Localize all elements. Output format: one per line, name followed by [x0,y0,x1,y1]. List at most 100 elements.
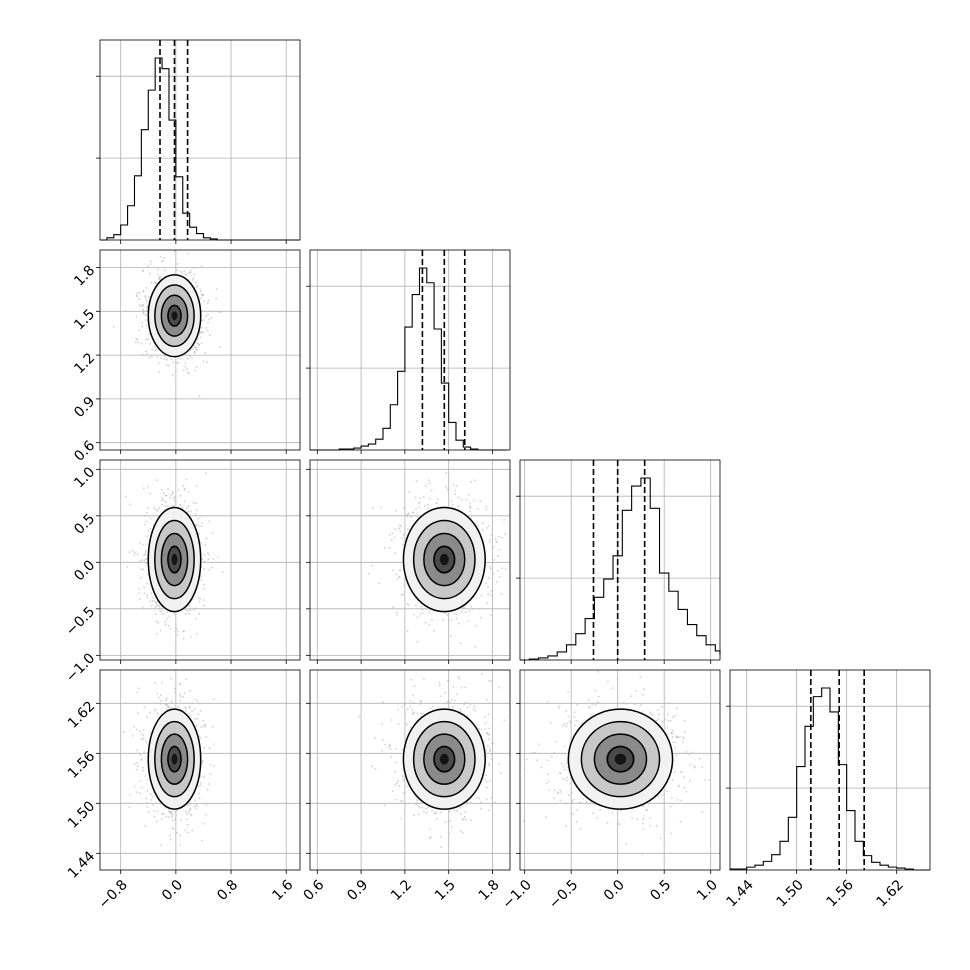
scatter-point [429,707,432,710]
scatter-point [191,278,194,281]
scatter-point [200,541,202,544]
scatter-point [670,797,673,799]
scatter-point [141,732,143,735]
scatter-point [394,528,397,531]
scatter-point [485,508,487,511]
scatter-point [182,696,185,699]
scatter-point [145,740,148,743]
scatter-point [163,358,166,360]
scatter-point [146,573,149,576]
scatter-point [488,738,490,740]
scatter-point [145,350,148,353]
scatter-point [212,558,215,560]
scatter-point [210,317,213,319]
scatter-point [142,568,145,571]
scatter-point [177,357,180,360]
panel-frame [99,249,301,451]
scatter-point [196,342,198,345]
contour-level-2 [154,284,195,348]
scatter-point [459,806,462,809]
scatter-point [459,830,462,833]
histogram-panel-0 [96,39,301,244]
scatter-point [156,268,159,271]
scatter-point [170,700,173,703]
scatter-point [179,357,182,360]
scatter-point [176,263,179,265]
scatter-point [162,492,165,495]
scatter-point [457,622,460,625]
scatter-point [391,790,394,792]
scatter-point [495,540,497,543]
scatter-point [670,832,673,835]
scatter-point [155,508,158,511]
scatter-point [144,314,147,316]
scatter-point [221,571,224,574]
histogram-panel-2 [516,459,721,664]
scatter-point [144,775,147,777]
scatter-point [137,712,139,715]
scatter-point [395,761,397,764]
scatter-point [411,511,414,513]
scatter-point [161,610,164,612]
scatter-point [174,644,177,647]
scatter-point [416,801,419,804]
scatter-point [464,701,467,704]
scatter-point [488,702,490,705]
scatter-point [504,533,507,536]
scatter-point [464,818,467,821]
scatter-point [422,612,425,614]
scatter-point [641,853,643,856]
scatter-point [389,744,391,747]
scatter-point [133,785,136,788]
scatter-point [485,527,488,529]
scatter-point [450,635,453,638]
scatter-point [419,703,421,705]
scatter-point [415,803,417,806]
scatter-point [416,712,419,715]
scatter-point [194,799,197,802]
scatter-point [140,568,143,570]
scatter-point [446,680,449,682]
scatter-point [459,642,462,645]
scatter-point [136,762,138,764]
scatter-point [410,678,412,681]
scatter-point [560,791,562,793]
scatter-point [683,737,685,740]
scatter-point [197,700,199,703]
scatter-point [215,297,218,300]
scatter-point [402,594,404,596]
density-shade-4 [171,553,178,566]
scatter-point [497,569,499,572]
scatter-point [189,813,192,816]
contour-level-2 [154,519,195,600]
scatter-point [457,676,460,678]
scatter-point [430,489,433,492]
scatter-point [198,792,200,795]
scatter-point [205,537,208,540]
scatter-point [489,614,492,617]
scatter-point [480,801,482,804]
scatter-point [571,801,574,804]
scatter-point [143,738,146,740]
scatter-point [209,773,212,775]
scatter-point [485,798,488,801]
scatter-point [446,614,449,616]
scatter-point [420,606,423,608]
scatter-point [137,687,140,690]
density-shade-4 [171,753,178,765]
scatter-point [174,499,177,502]
scatter-point [408,491,411,494]
scatter-point [504,568,507,571]
scatter-point [161,813,164,815]
scatter-point [149,263,152,265]
scatter-point [204,813,207,816]
scatter-point [198,797,201,799]
scatter-point [155,620,158,623]
scatter-point [152,597,155,599]
scatter-point [422,495,425,498]
scatter-point [202,331,205,333]
scatter-point [161,489,164,491]
scatter-point [147,485,150,488]
scatter-panel-0-3 [96,669,301,874]
panel-frame [99,459,301,661]
